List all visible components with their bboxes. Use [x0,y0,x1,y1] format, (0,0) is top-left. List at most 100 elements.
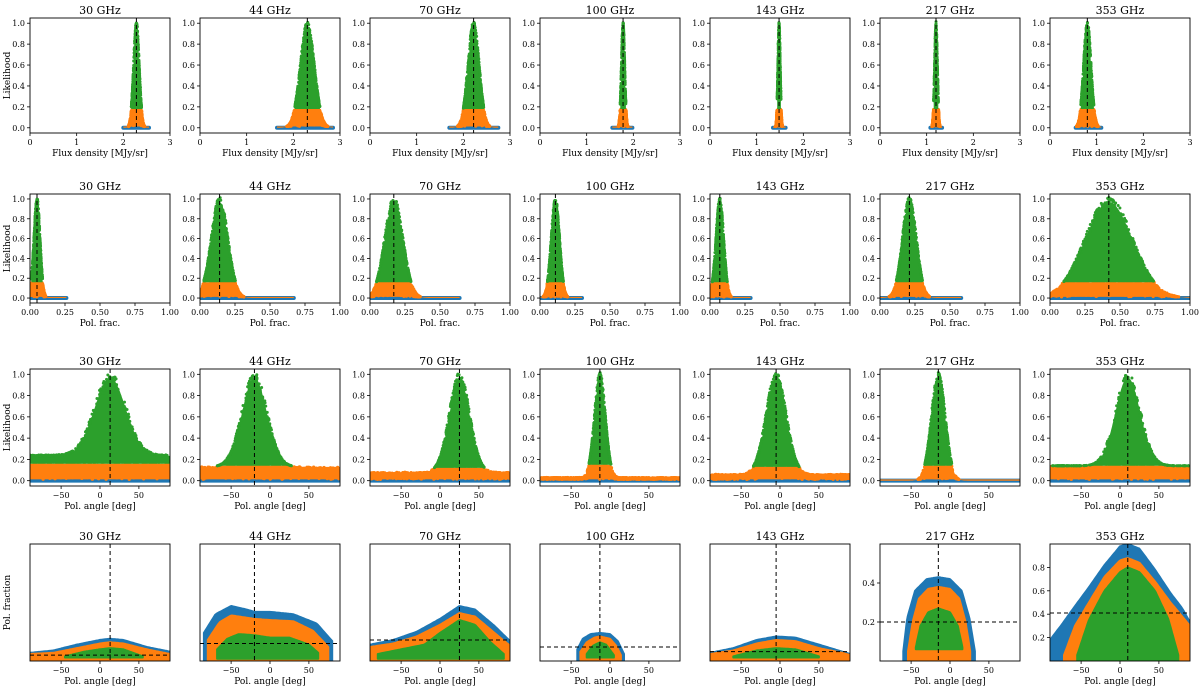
green-point [936,87,940,91]
plot-area [447,18,501,133]
green-point [302,40,306,44]
green-point [315,90,319,94]
y-tick-label: 0.6 [862,61,875,70]
plot-area [275,18,335,133]
x-tick-label: 2 [121,138,126,147]
green-point [475,39,479,43]
green-point [936,95,940,99]
y-tick-label: 0.4 [12,82,25,91]
green-point [136,48,140,52]
green-point [463,95,467,99]
green-point [302,37,306,41]
green-point [932,92,936,96]
green-point [131,82,135,86]
green-point [479,87,483,91]
y-tick-label: 1.0 [352,19,365,28]
green-point [776,71,780,75]
green-point [932,88,936,92]
green-point [131,85,135,89]
green-point [933,68,937,72]
green-point [618,98,622,102]
green-point [297,80,301,84]
green-point [467,58,471,62]
y-tick-label: 0.4 [692,82,705,91]
y-tick-label: 0.6 [352,61,365,70]
green-point [138,80,142,84]
green-point [297,74,301,78]
y-tick-label: 0.6 [692,61,705,70]
green-point [623,66,627,70]
green-point [296,85,300,89]
y-tick-label: 0.6 [522,61,535,70]
green-point [310,43,314,47]
green-point [136,44,140,48]
green-point [619,81,623,85]
panel-title: 70 GHz [419,4,461,17]
y-tick-label: 0.8 [692,40,705,49]
green-point [779,97,783,101]
green-point [132,48,136,52]
green-point [466,64,470,68]
green-point [777,42,781,46]
green-point [624,99,628,103]
green-point [129,104,133,108]
green-point [936,73,940,77]
axes-frame [369,17,511,134]
green-point [464,81,468,85]
y-tick-label: 1.0 [182,19,195,28]
green-point [935,42,939,46]
y-tick-label: 0.4 [862,82,875,91]
green-point [474,42,478,46]
green-point [776,83,780,87]
green-point [138,83,142,87]
green-point [470,23,474,27]
green-point [303,31,307,35]
x-tick-label: 2 [631,138,636,147]
plot-area [1073,18,1104,133]
green-point [315,85,319,89]
green-point [477,67,481,71]
y-tick-label: 0.2 [862,103,875,112]
green-point [301,42,305,46]
x-tick-label: 3 [507,138,512,147]
plot-area [121,18,151,133]
green-point [619,70,623,74]
x-tick-label: 0 [197,138,202,147]
x-axis-label: Flux density [MJy/sr] [902,149,998,159]
x-tick-label: 3 [167,138,172,147]
green-point [778,71,782,75]
green-point [936,91,940,95]
green-point [139,91,143,95]
green-point [134,22,138,26]
green-point [294,100,298,104]
green-point [478,73,482,77]
green-point [623,92,627,96]
green-point [309,40,313,44]
green-point [476,52,480,56]
green-point [471,35,475,39]
green-point [138,71,142,75]
green-point [481,103,485,107]
x-tick-label: 0 [27,138,32,147]
x-tick-label: 2 [801,138,806,147]
green-point [138,86,142,90]
green-point [619,77,623,81]
green-point [932,98,936,102]
green-point [303,35,307,39]
green-point [317,99,321,103]
y-tick-label: 0.8 [12,40,25,49]
green-point [621,21,625,25]
green-point [469,38,473,42]
green-point [468,52,472,56]
x-axis-label: Flux density [MJy/sr] [562,149,658,159]
y-tick-label: 0.2 [12,103,25,112]
green-point [619,92,623,96]
green-point [131,73,135,77]
green-point [620,50,624,54]
x-tick-label: 2 [461,138,466,147]
green-point [479,82,483,86]
green-point [779,92,783,96]
green-point [298,67,302,71]
